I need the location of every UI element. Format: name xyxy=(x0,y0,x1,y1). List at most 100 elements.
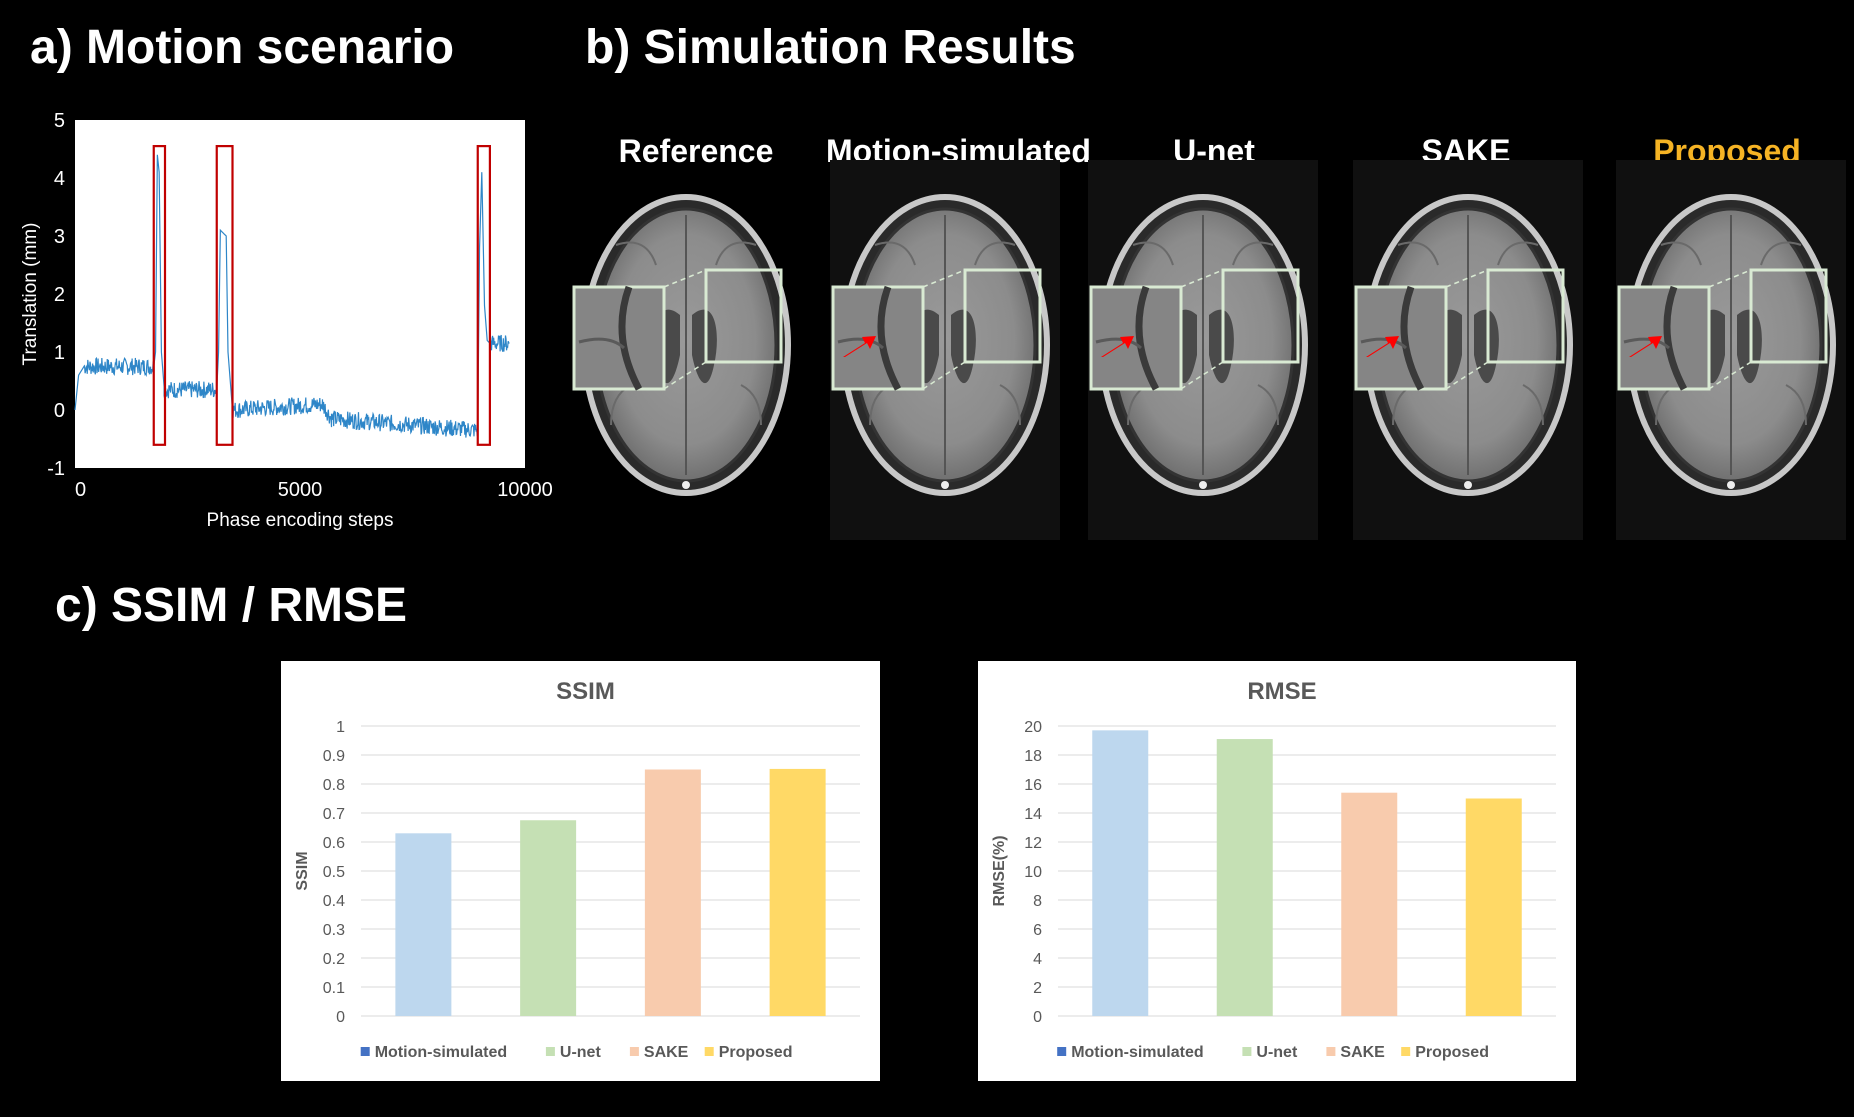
sulci xyxy=(869,241,1021,426)
red-arrow-icon xyxy=(843,336,876,357)
bar-u-net xyxy=(520,820,577,1016)
zoom-source-box xyxy=(1221,268,1300,364)
legend-swatch xyxy=(1326,1047,1336,1056)
right-ventricle xyxy=(692,309,717,384)
panel-b-title: b) Simulation Results xyxy=(585,21,1076,74)
y-tick-label: 0.5 xyxy=(323,864,345,881)
red-arrow-icon xyxy=(1366,336,1399,357)
zoom-source-box xyxy=(1749,268,1828,364)
zoom-connector xyxy=(1445,269,1489,288)
motion-highlight-box xyxy=(476,144,491,446)
y-tick-label: 18 xyxy=(1024,748,1042,765)
y-tick-label: 1 xyxy=(54,342,65,364)
legend-swatch xyxy=(629,1047,639,1056)
motion-scenario-chart: -1 0 1 2 3 4 5 0 5000 10000 Phase encoding steps Tr… xyxy=(20,110,553,531)
x-tick-label: 5000 xyxy=(278,479,323,501)
sulci xyxy=(1127,241,1279,426)
y-tick-label: 0.4 xyxy=(323,893,345,910)
motion-highlight-box xyxy=(152,144,167,446)
right-ventricle xyxy=(1474,309,1499,384)
sulci xyxy=(1655,241,1807,426)
brain-image-motion-simulated xyxy=(830,160,1060,540)
brain-image-u-net xyxy=(1088,160,1318,540)
y-tick-label: 0 xyxy=(1033,1009,1042,1026)
inset-structure xyxy=(1400,285,1425,391)
y-tick-label: 3 xyxy=(54,226,65,248)
zoom-connector xyxy=(663,269,707,288)
legend-label: SAKE xyxy=(1340,1044,1385,1061)
plot-area xyxy=(75,120,525,468)
y-tick-label: 0.9 xyxy=(323,748,345,765)
rmse-chart-panel: RMSE 0 2 4 6 8 10 12 14 16 18 20 RMSE(%) Motion-simul… xyxy=(978,661,1576,1081)
zoom-source-box xyxy=(1486,268,1565,364)
right-ventricle xyxy=(1737,309,1762,384)
inset-structure xyxy=(1135,285,1160,391)
y-tick-label: 10 xyxy=(1024,864,1042,881)
legend-swatch xyxy=(1401,1047,1411,1056)
legend-swatch xyxy=(360,1047,370,1056)
inset-structure xyxy=(578,337,626,350)
y-axis-label: RMSE(%) xyxy=(991,835,1008,906)
legend-label: U-net xyxy=(1256,1044,1298,1061)
y-tick-label: -1 xyxy=(47,458,65,480)
translation-series-line xyxy=(74,154,510,438)
inset-structure xyxy=(618,285,643,391)
fiducial-dot xyxy=(1727,481,1735,489)
y-tick-label: 16 xyxy=(1024,777,1042,794)
y-tick-label: 12 xyxy=(1024,835,1042,852)
y-tick-label: 5 xyxy=(54,110,65,132)
simulation-results-images xyxy=(572,160,1846,540)
y-tick-label: 0 xyxy=(336,1009,345,1026)
y-axis-label: SSIM xyxy=(294,851,311,890)
zoom-inset-box xyxy=(572,285,666,391)
y-tick-label: 20 xyxy=(1024,719,1042,736)
y-tick-label: 1 xyxy=(336,719,345,736)
bar-proposed xyxy=(1465,798,1522,1016)
panel-a-title: a) Motion scenario xyxy=(30,21,455,74)
y-tick-label: 0.2 xyxy=(323,951,345,968)
bar-u-net xyxy=(1216,739,1273,1016)
bar-sake xyxy=(644,769,701,1016)
zoom-connector xyxy=(1708,269,1752,288)
right-ventricle xyxy=(1209,309,1234,384)
legend-swatch xyxy=(1057,1047,1067,1056)
panel-c-title: c) SSIM / RMSE xyxy=(55,579,408,632)
chart-title: SSIM xyxy=(556,678,615,705)
rmse-chart: RMSE 0 2 4 6 8 10 12 14 16 18 20 RMSE(%) Motion-simul… xyxy=(991,678,1556,1061)
right-ventricle xyxy=(951,309,976,384)
y-tick-label: 0 xyxy=(54,400,65,422)
y-tick-label: 0.1 xyxy=(323,980,345,997)
bar-sake xyxy=(1341,792,1398,1016)
y-tick-label: 4 xyxy=(1033,951,1042,968)
fiducial-dot xyxy=(1199,481,1207,489)
x-tick-label: 10000 xyxy=(497,479,553,501)
bar-proposed xyxy=(769,768,826,1016)
chart-title: RMSE xyxy=(1247,678,1316,705)
y-tick-label: 14 xyxy=(1024,806,1042,823)
y-tick-label: 2 xyxy=(1033,980,1042,997)
motion-highlight-box xyxy=(215,144,234,446)
brain-image-reference xyxy=(572,194,791,496)
y-tick-label: 8 xyxy=(1033,893,1042,910)
zoom-inset-box xyxy=(831,285,925,391)
y-axis-label: Translation (mm) xyxy=(20,223,41,366)
legend-label: Motion-simulated xyxy=(375,1044,507,1061)
red-arrow-icon xyxy=(1101,336,1134,357)
y-tick-label: 0.7 xyxy=(323,806,345,823)
x-tick-label: 0 xyxy=(75,479,86,501)
zoom-inset-box xyxy=(1617,285,1711,391)
bar-motion-simulated xyxy=(395,833,452,1016)
y-tick-label: 0.3 xyxy=(323,922,345,939)
legend-label: U-net xyxy=(560,1044,602,1061)
legend-swatch xyxy=(545,1047,555,1056)
zoom-source-box xyxy=(704,268,783,364)
y-tick-label: 6 xyxy=(1033,922,1042,939)
brain-image-sake xyxy=(1353,160,1583,540)
fiducial-dot xyxy=(682,481,690,489)
red-arrow-icon xyxy=(1629,336,1662,357)
zoom-inset-box xyxy=(1354,285,1448,391)
inset-structure xyxy=(877,285,902,391)
zoom-source-box xyxy=(963,268,1042,364)
legend-swatch xyxy=(1242,1047,1252,1056)
legend-label: Motion-simulated xyxy=(1071,1044,1203,1061)
